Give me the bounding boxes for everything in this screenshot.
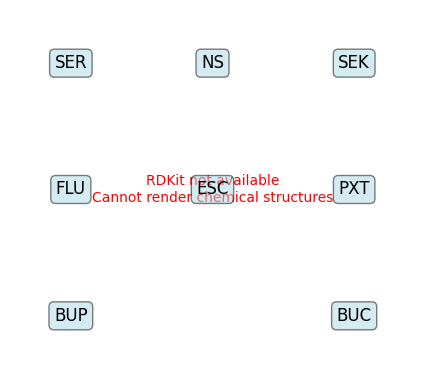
Text: ESC: ESC: [196, 180, 229, 199]
Text: FLU: FLU: [56, 180, 86, 199]
Text: NS: NS: [201, 54, 224, 72]
Text: RDKit not available
Cannot render chemical structures: RDKit not available Cannot render chemic…: [92, 174, 333, 205]
Text: SER: SER: [54, 54, 87, 72]
Text: PXT: PXT: [338, 180, 370, 199]
Text: SEK: SEK: [338, 54, 370, 72]
Text: BUC: BUC: [337, 307, 372, 325]
Text: BUP: BUP: [54, 307, 88, 325]
